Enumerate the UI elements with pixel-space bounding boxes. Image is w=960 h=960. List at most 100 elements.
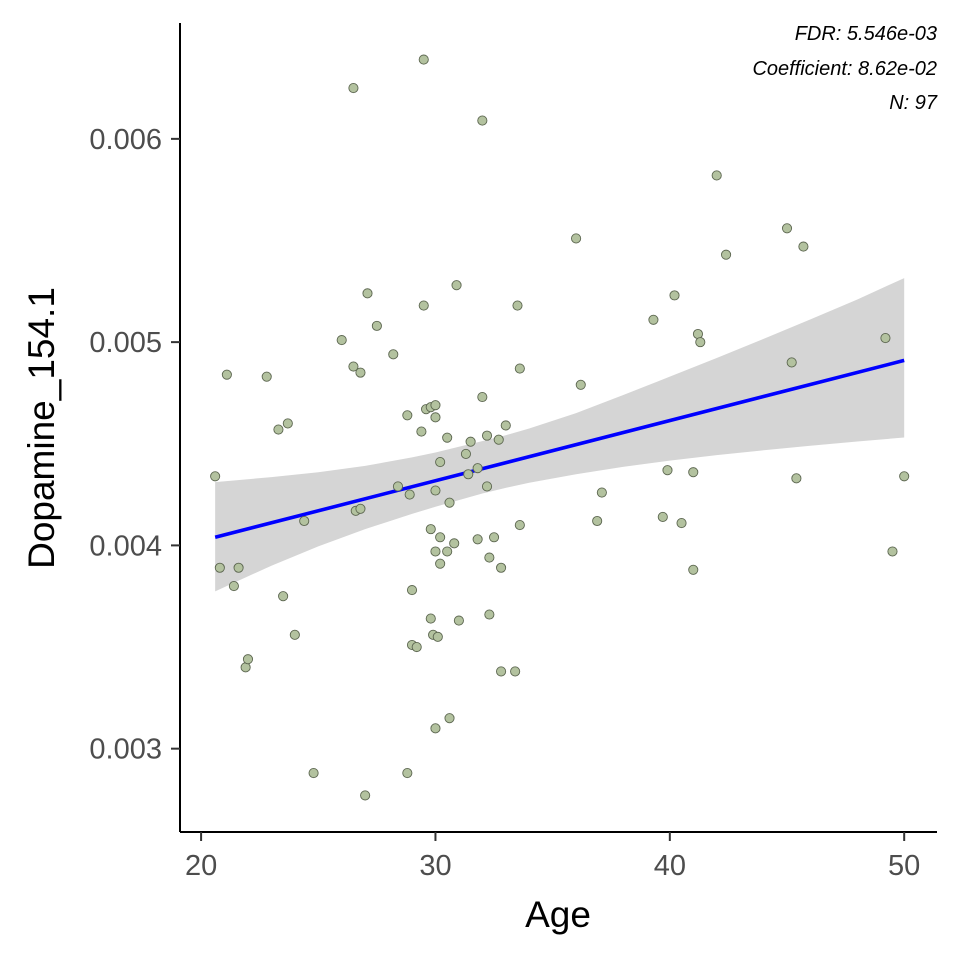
data-point — [662, 465, 673, 476]
data-point — [435, 532, 446, 543]
data-point — [355, 503, 366, 514]
data-point — [430, 546, 441, 557]
data-point — [435, 457, 446, 468]
data-point — [388, 349, 399, 360]
data-point — [402, 768, 413, 779]
data-point — [348, 83, 359, 94]
data-point — [514, 520, 525, 531]
x-tick-label: 20 — [185, 850, 217, 882]
y-tick-label: 0.004 — [89, 530, 162, 562]
data-point — [432, 631, 443, 642]
y-tick-label: 0.005 — [89, 327, 162, 359]
data-point — [493, 434, 504, 445]
data-point — [496, 562, 507, 573]
data-point — [596, 487, 607, 498]
data-point — [228, 581, 239, 592]
data-point — [798, 241, 809, 252]
data-point — [657, 511, 668, 522]
data-point — [336, 335, 347, 346]
data-point — [430, 400, 441, 411]
data-point — [371, 320, 382, 331]
data-point — [273, 424, 284, 435]
y-axis-title: Dopamine_154.1 — [21, 287, 62, 569]
data-point — [488, 532, 500, 543]
data-point — [786, 357, 797, 368]
data-point — [512, 300, 523, 311]
data-point — [477, 115, 488, 126]
data-point — [711, 170, 722, 181]
data-point — [688, 467, 699, 478]
data-point — [418, 300, 429, 311]
data-point — [435, 558, 446, 569]
annotation-coefficient: Coefficient: 8.62e-02 — [752, 58, 937, 80]
data-point — [510, 666, 521, 677]
data-point — [453, 615, 464, 626]
data-point — [648, 314, 659, 325]
x-tick-label: 40 — [654, 850, 686, 882]
data-point — [442, 546, 453, 557]
data-point — [411, 641, 422, 653]
x-tick-label: 50 — [888, 850, 920, 882]
data-point — [214, 562, 225, 573]
y-tick-label: 0.003 — [89, 734, 162, 766]
data-point — [460, 448, 471, 459]
data-point — [791, 473, 802, 484]
data-point — [500, 420, 511, 431]
data-point — [402, 410, 413, 421]
data-point — [449, 538, 460, 549]
data-point — [442, 432, 453, 443]
data-point — [676, 517, 687, 529]
data-point — [887, 546, 898, 557]
data-point — [406, 585, 418, 596]
data-point — [308, 768, 319, 779]
data-point — [418, 54, 429, 65]
points-layer — [210, 54, 910, 801]
data-point — [430, 723, 441, 734]
data-point — [465, 436, 476, 447]
data-point — [210, 471, 221, 482]
data-point — [278, 591, 289, 602]
data-point — [451, 280, 462, 291]
data-point — [472, 463, 483, 474]
x-axis-title: Age — [525, 894, 591, 935]
data-point — [242, 654, 254, 665]
data-point — [404, 489, 415, 500]
data-point — [688, 564, 699, 575]
y-tick-label: 0.006 — [89, 124, 162, 156]
data-point — [360, 790, 371, 801]
data-point — [695, 337, 706, 348]
data-point — [392, 481, 404, 492]
data-point — [592, 515, 603, 527]
data-point — [571, 233, 582, 244]
data-point — [289, 629, 300, 640]
data-point — [496, 666, 507, 677]
data-point — [472, 534, 483, 545]
fit-line-layer — [214, 358, 905, 540]
annotation-n: N: 97 — [889, 92, 938, 114]
data-point — [221, 369, 232, 380]
data-point — [575, 379, 586, 390]
data-point — [484, 552, 495, 563]
data-point — [261, 371, 272, 382]
data-point — [299, 515, 310, 527]
data-point — [355, 367, 366, 378]
x-axis-ticks: 20 30 40 50 — [185, 832, 920, 882]
data-point — [282, 418, 293, 429]
y-axis-ticks: 0.003 0.004 0.005 0.006 — [89, 124, 180, 766]
data-point — [721, 249, 732, 260]
data-point — [430, 412, 441, 423]
data-point — [425, 613, 436, 624]
data-point — [899, 471, 910, 482]
data-point — [781, 223, 793, 234]
data-point — [481, 430, 493, 441]
data-point — [463, 469, 474, 480]
data-point — [481, 481, 493, 492]
data-point — [514, 363, 525, 374]
data-point — [348, 361, 359, 372]
data-point — [425, 524, 436, 535]
regression-line — [214, 358, 905, 540]
data-point — [416, 426, 427, 437]
data-point — [477, 391, 488, 403]
data-point — [444, 497, 455, 508]
